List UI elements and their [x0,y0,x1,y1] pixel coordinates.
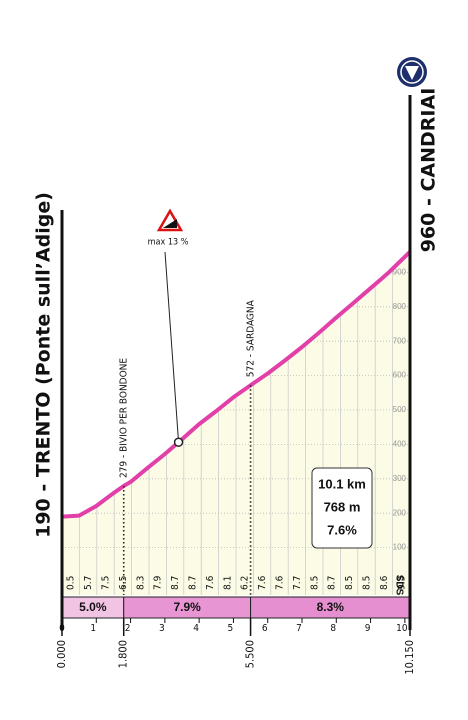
y-tick-label: 200 [393,508,407,517]
segment-gradient: 0.5 [66,576,77,590]
sector-label: 8.3% [317,600,345,614]
segment-gradient: 8.5 [362,576,373,590]
waypoint-label: 572 - SARDAGNA [246,299,257,377]
segment-gradient: 8.5 [344,576,355,590]
profile-line [61,250,412,519]
y-tick-label: 600 [393,371,407,380]
x-tick-label: 2 [125,623,131,634]
y-tick-label: 400 [393,440,407,449]
finish-title: 960 - CANDRIAI [418,88,440,253]
segment-gradient: 9.3 [396,576,407,590]
distance-label: 0.000 [55,640,68,668]
y-tick-label: 700 [393,336,407,345]
segment-gradient: 8.7 [188,576,199,590]
segment-gradient: 7.6 [257,575,268,590]
max-gradient-label: max 13 % [148,238,189,248]
segment-gradient: 5.7 [83,576,94,590]
x-tick-label: 4 [193,623,199,634]
segment-gradient: 7.7 [292,576,303,590]
segment-gradient: 8.3 [135,576,146,590]
distance-label: 5.500 [244,640,257,668]
x-tick-label: 1 [90,623,96,634]
sponsor: SDS [393,575,404,596]
segment-gradient: 7.6 [275,575,286,590]
x-tick-label: 10 [396,623,408,634]
waypoint-label: 279 - BIVIO PER BONDONE [119,358,130,478]
segment-gradient: 8.6 [379,575,390,590]
x-tick-label: 8 [330,623,336,634]
distance-label: 10.150 [403,640,416,675]
segment-gradient: 8.5 [309,576,320,590]
y-tick-label: 800 [393,302,407,311]
x-tick-label: 9 [365,623,371,634]
summary-text: 10.1 km [318,476,366,491]
y-tick-label: 500 [393,405,407,414]
y-tick-label: 900 [393,268,407,277]
sector-label: 5.0% [79,600,107,614]
segment-gradient: 8.7 [170,576,181,590]
max-gradient-point [173,437,184,447]
logo [397,57,427,87]
x-tick-label: 5 [228,623,234,634]
x-tick-label: 6 [262,623,268,634]
max-gradient-icon [156,208,184,232]
summary-text: 7.6% [327,522,357,537]
segment-gradient: 8.7 [327,576,338,590]
segment-gradient: 7.9 [153,575,164,590]
start-title: 190 - TRENTO (Ponte sull’Adige) [33,192,55,538]
distance-label: 1.800 [117,640,130,668]
segment-gradient: 8.1 [222,576,233,590]
segment-gradient: 7.6 [205,575,216,590]
summary-box [311,467,373,549]
x-tick-label: 7 [296,623,302,634]
segment-gradient: 7.5 [101,576,112,590]
summary-text: 768 m [324,499,361,514]
y-tick-label: 100 [393,543,407,552]
segment-gradient: 6.2 [240,576,251,590]
pointer [164,251,180,443]
y-tick-label: 300 [393,474,407,483]
sector-label: 7.9% [173,600,201,614]
x-tick-label: 3 [159,623,165,634]
